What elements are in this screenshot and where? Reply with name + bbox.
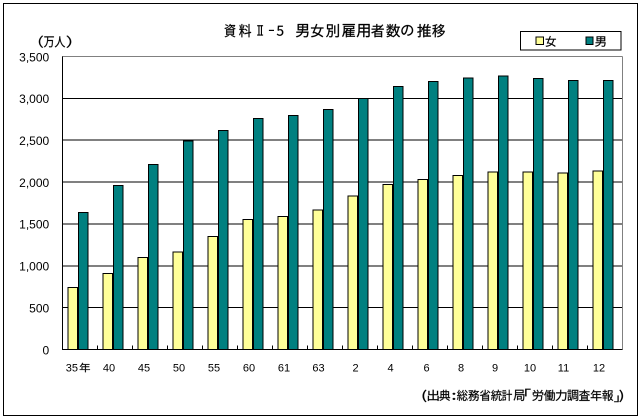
- svg-text:40: 40: [103, 363, 115, 375]
- svg-text:61: 61: [278, 363, 290, 375]
- svg-text:3,000: 3,000: [19, 92, 49, 106]
- svg-text:2,000: 2,000: [19, 176, 49, 190]
- svg-text:500: 500: [29, 301, 49, 315]
- svg-text:6: 6: [423, 363, 429, 375]
- svg-text:50: 50: [173, 363, 185, 375]
- svg-text:3,500: 3,500: [19, 50, 49, 64]
- svg-text:9: 9: [492, 363, 498, 375]
- svg-text:2: 2: [352, 363, 358, 375]
- svg-text:2,500: 2,500: [19, 134, 49, 148]
- svg-text:10: 10: [524, 363, 536, 375]
- svg-text:35: 35: [66, 363, 78, 375]
- svg-text:63: 63: [312, 363, 324, 375]
- svg-text:0: 0: [43, 343, 50, 357]
- svg-text:55: 55: [208, 363, 220, 375]
- svg-text:12: 12: [593, 363, 605, 375]
- svg-text:8: 8: [458, 363, 464, 375]
- svg-text:1,500: 1,500: [19, 218, 49, 232]
- svg-text:1,000: 1,000: [19, 260, 49, 274]
- svg-text:60: 60: [243, 363, 255, 375]
- svg-text:45: 45: [138, 363, 150, 375]
- svg-text:4: 4: [387, 363, 393, 375]
- svg-text:11: 11: [558, 363, 569, 375]
